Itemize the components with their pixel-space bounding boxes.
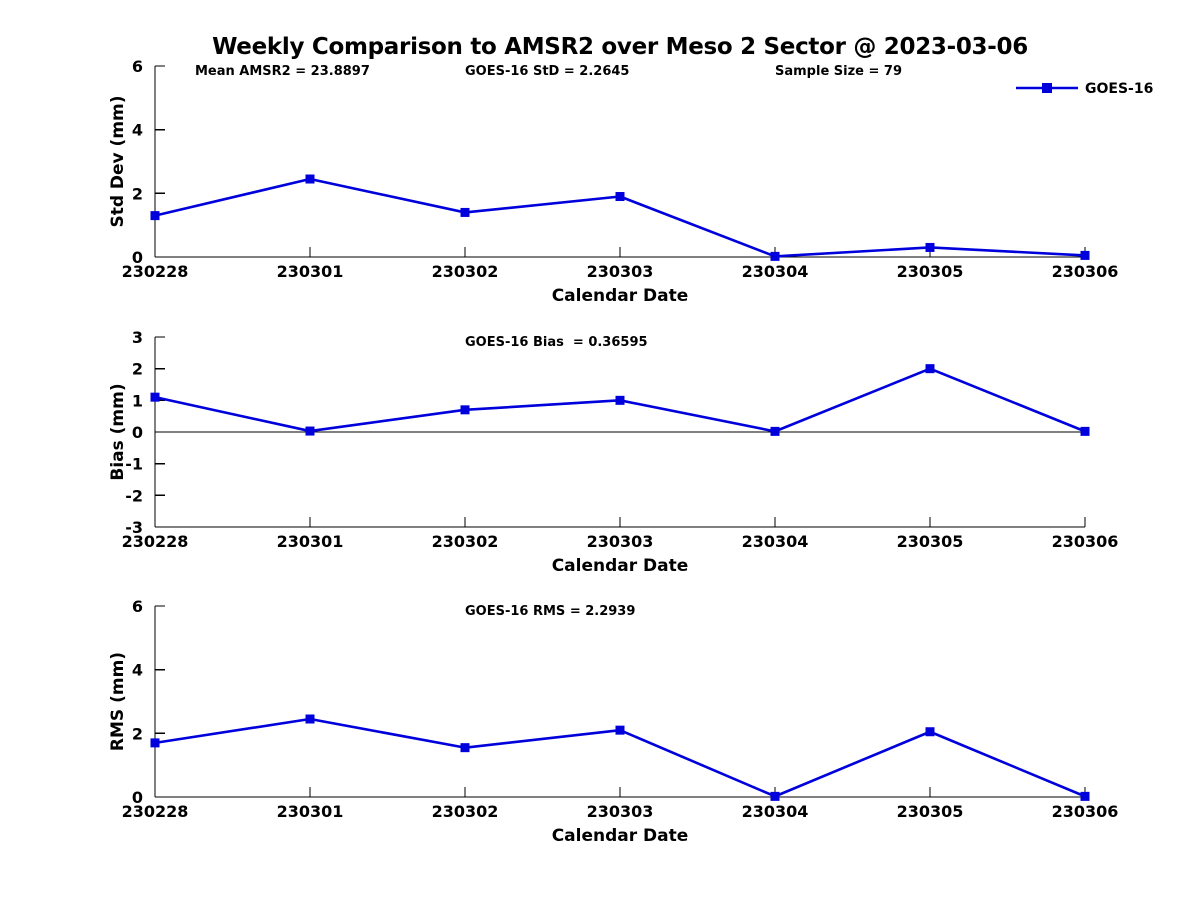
x-tick-label: 230306	[1052, 802, 1119, 821]
data-point-marker	[305, 426, 315, 436]
y-tick-label: 6	[132, 57, 143, 76]
x-tick-label: 230228	[122, 532, 189, 551]
x-tick-label: 230302	[432, 802, 499, 821]
data-point-marker	[925, 727, 935, 737]
y-axis-label: RMS (mm)	[108, 652, 128, 751]
x-tick-label: 230304	[742, 802, 809, 821]
data-point-marker	[615, 725, 625, 735]
data-point-marker	[150, 211, 160, 221]
data-point-marker	[460, 207, 470, 217]
data-point-marker	[615, 395, 625, 405]
x-tick-label: 230228	[122, 262, 189, 281]
y-tick-label: 0	[132, 248, 143, 267]
y-tick-label: 4	[132, 121, 143, 140]
data-point-marker	[770, 426, 780, 436]
y-tick-label: 4	[132, 661, 143, 680]
subplot-rms: 0 2 4 6 230228 230301 230302 230303 230304 230305…	[108, 597, 1118, 846]
annotation-std_dev-1: GOES-16 StD = 2.2645	[465, 64, 629, 79]
data-point-marker	[460, 743, 470, 753]
x-tick-label: 230305	[897, 802, 964, 821]
x-tick-label: 230303	[587, 532, 654, 551]
data-point-marker	[305, 174, 315, 184]
y-tick-label: 0	[132, 423, 143, 442]
figure-title: Weekly Comparison to AMSR2 over Meso 2 S…	[212, 34, 1028, 60]
x-tick-label: 230228	[122, 802, 189, 821]
data-point-marker	[150, 738, 160, 748]
x-tick-label: 230303	[587, 262, 654, 281]
data-point-marker	[1080, 250, 1090, 260]
data-point-marker	[150, 392, 160, 402]
x-tick-label: 230301	[277, 532, 344, 551]
x-tick-label: 230301	[277, 262, 344, 281]
subplot-std_dev: 0 2 4 6 230228 230301 230302 230303 230304 230305…	[108, 57, 1153, 306]
y-tick-label: 1	[132, 391, 143, 410]
x-tick-label: 230302	[432, 262, 499, 281]
x-tick-label: 230304	[742, 262, 809, 281]
x-tick-label: 230306	[1052, 532, 1119, 551]
annotation-std_dev-0: Mean AMSR2 = 23.8897	[195, 64, 370, 79]
x-tick-label: 230301	[277, 802, 344, 821]
data-point-marker	[770, 251, 780, 261]
data-point-marker	[1080, 426, 1090, 436]
legend-marker	[1042, 83, 1052, 93]
data-point-marker	[460, 405, 470, 415]
annotation-std_dev-2: Sample Size = 79	[775, 64, 902, 79]
data-point-marker	[925, 364, 935, 374]
subplot-bias: -3 -2 -1 0 1 2 3 230228 230301 230302 230303 230304…	[108, 328, 1118, 576]
y-tick-label: -1	[125, 455, 143, 474]
x-tick-label: 230304	[742, 532, 809, 551]
x-axis-label: Calendar Date	[552, 286, 689, 306]
data-point-marker	[615, 192, 625, 202]
x-tick-label: 230302	[432, 532, 499, 551]
y-tick-label: -3	[125, 518, 143, 537]
x-axis-label: Calendar Date	[552, 826, 689, 846]
y-axis-label: Bias (mm)	[108, 383, 128, 480]
y-tick-label: 2	[132, 360, 143, 379]
x-tick-label: 230305	[897, 262, 964, 281]
x-tick-label: 230306	[1052, 262, 1119, 281]
data-point-marker	[925, 242, 935, 252]
y-axis-label: Std Dev (mm)	[108, 95, 128, 227]
data-point-marker	[770, 791, 780, 801]
annotation-bias-0: GOES-16 Bias = 0.36595	[465, 335, 648, 350]
x-tick-label: 230305	[897, 532, 964, 551]
annotation-rms-0: GOES-16 RMS = 2.2939	[465, 604, 635, 619]
series-line-GOES-16	[154, 177, 1086, 258]
legend: GOES-16	[1016, 81, 1153, 97]
y-tick-label: 2	[132, 724, 143, 743]
y-tick-label: -2	[125, 486, 143, 505]
y-tick-label: 6	[132, 597, 143, 616]
x-axis-label: Calendar Date	[552, 556, 689, 576]
x-tick-label: 230303	[587, 802, 654, 821]
data-point-marker	[1080, 791, 1090, 801]
subplots-root: 0 2 4 6 230228 230301 230302 230303 230304 230305…	[108, 57, 1153, 846]
y-tick-label: 2	[132, 184, 143, 203]
y-tick-label: 0	[132, 788, 143, 807]
data-point-marker	[305, 714, 315, 724]
legend-label: GOES-16	[1085, 81, 1153, 97]
y-tick-label: 3	[132, 328, 143, 347]
